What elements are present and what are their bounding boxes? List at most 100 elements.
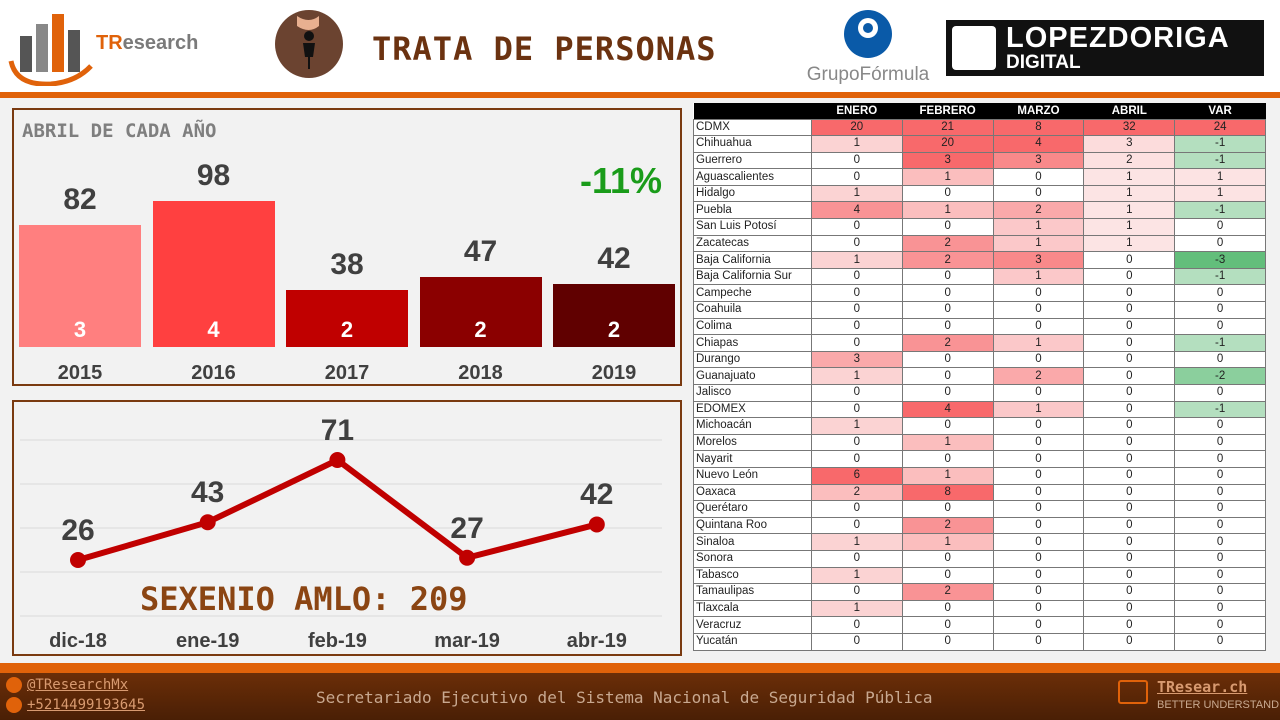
- state-name: Durango: [693, 350, 812, 369]
- table-cell: 0: [1083, 251, 1176, 269]
- data-point: [329, 452, 346, 469]
- state-name: Michoacán: [693, 417, 812, 435]
- table-cell: 0: [992, 500, 1085, 518]
- table-cell: 2: [901, 583, 994, 601]
- site-link[interactable]: TResear.ch: [1157, 678, 1248, 696]
- table-cell: 0: [810, 632, 903, 651]
- bar-x-label: 2016: [191, 362, 236, 384]
- table-row: Quintana Roo 0 2 0 0 0: [693, 516, 1266, 535]
- table-cell: 4: [901, 400, 994, 419]
- table-cell: 0: [1174, 417, 1266, 435]
- table-cell: 0: [901, 218, 994, 236]
- column-header: FEBRERO: [902, 103, 994, 119]
- table-cell: 0: [1174, 599, 1266, 618]
- table-cell: 0: [810, 583, 903, 601]
- bar-value-label: 42: [597, 242, 631, 276]
- bar-value-label: 47: [463, 234, 498, 268]
- data-source: Secretariado Ejecutivo del Sistema Nacio…: [316, 688, 933, 707]
- table-cell: 1: [901, 168, 994, 186]
- table-cell: 1: [1083, 201, 1176, 220]
- table-row: Oaxaca 2 8 0 0 0: [693, 483, 1266, 502]
- state-name: Nayarit: [693, 450, 812, 468]
- table-cell: 0: [1174, 632, 1266, 651]
- data-point: [199, 514, 216, 531]
- state-name: Aguascalientes: [693, 168, 812, 186]
- table-cell: 0: [1083, 301, 1176, 319]
- table-cell: 0: [992, 450, 1085, 468]
- table-cell: 1: [992, 334, 1085, 352]
- table-cell: 2: [901, 251, 994, 269]
- state-name: Yucatán: [693, 632, 812, 651]
- table-cell: 0: [1083, 367, 1176, 385]
- sexenio-total: SEXENIO AMLO: 209: [140, 580, 468, 618]
- table-cell: 0: [1083, 566, 1176, 585]
- table-cell: 0: [1083, 400, 1176, 419]
- table-cell: 2: [1083, 151, 1176, 170]
- table-cell: 0: [992, 632, 1085, 651]
- table-cell: 20: [901, 135, 994, 153]
- state-name: Baja California: [693, 251, 812, 269]
- table-row: Coahuila 0 0 0 0 0: [693, 301, 1266, 319]
- table-cell: 1: [901, 433, 994, 452]
- table-cell: 1: [1083, 234, 1176, 253]
- state-name: Hidalgo: [693, 184, 812, 203]
- table-cell: 0: [901, 367, 994, 385]
- bar-inner-label: 3: [73, 317, 87, 342]
- bar: [419, 276, 542, 347]
- table-cell: 0: [1083, 533, 1176, 551]
- table-cell: 0: [1174, 234, 1266, 253]
- table-cell: 0: [810, 151, 903, 170]
- table-cell: 0: [1174, 301, 1266, 319]
- x-axis-label: ene-19: [176, 630, 240, 652]
- footer: [0, 673, 1280, 720]
- table-cell: 0: [810, 234, 903, 253]
- state-name: Sinaloa: [693, 533, 812, 551]
- table-cell: 1: [810, 135, 903, 153]
- bar-inner-label: 4: [207, 317, 220, 342]
- point-value-label: 27: [450, 511, 484, 545]
- table-row: Sonora 0 0 0 0 0: [693, 549, 1266, 568]
- table-cell: 0: [1083, 500, 1176, 518]
- table-cell: 0: [1174, 450, 1266, 468]
- table-cell: 0: [810, 301, 903, 319]
- tresearch-logo: [8, 14, 93, 86]
- table-cell: 2: [992, 367, 1085, 385]
- state-name: Chihuahua: [693, 135, 812, 153]
- twitter-link[interactable]: @TResearchMx: [27, 677, 129, 693]
- table-cell: 0: [1174, 433, 1266, 452]
- table-cell: 1: [810, 251, 903, 269]
- table-cell: 8: [992, 118, 1085, 137]
- table-row: Guanajuato 1 0 2 0 -2: [693, 367, 1266, 385]
- table-row: Sinaloa 1 1 0 0 0: [693, 533, 1266, 551]
- table-cell: 0: [901, 184, 994, 203]
- table-cell: 0: [992, 301, 1085, 319]
- table-cell: 0: [810, 267, 903, 286]
- point-value-label: 71: [320, 414, 355, 447]
- table-row: Baja California 1 2 3 0 -3: [693, 251, 1266, 269]
- table-cell: 0: [810, 384, 903, 402]
- table-cell: 6: [810, 466, 903, 485]
- table-cell: 0: [810, 284, 903, 303]
- x-axis-label: feb-19: [307, 630, 367, 652]
- table-cell: 0: [1083, 632, 1176, 651]
- table-cell: 0: [1174, 483, 1266, 502]
- table-cell: -1: [1174, 201, 1266, 220]
- table-cell: 0: [992, 184, 1085, 203]
- bar-value-label: 82: [63, 182, 97, 216]
- table-cell: 1: [810, 184, 903, 203]
- table-row: Durango 3 0 0 0 0: [693, 350, 1266, 369]
- table-cell: 4: [992, 135, 1085, 153]
- table-cell: 1: [1174, 168, 1266, 186]
- table-cell: 0: [901, 549, 994, 568]
- table-cell: 0: [1083, 417, 1176, 435]
- table-cell: 1: [810, 417, 903, 435]
- table-row: Chihuahua 1 20 4 3 -1: [693, 135, 1266, 153]
- phone-link[interactable]: +5214499193645: [27, 697, 146, 713]
- x-axis-label: abr-19: [566, 630, 627, 652]
- bar: [286, 290, 408, 347]
- table-cell: 0: [810, 218, 903, 236]
- table-cell: 0: [1174, 583, 1266, 601]
- state-name: Quintana Roo: [693, 516, 812, 535]
- state-name: Oaxaca: [693, 483, 812, 502]
- table-cell: 1: [1083, 184, 1176, 203]
